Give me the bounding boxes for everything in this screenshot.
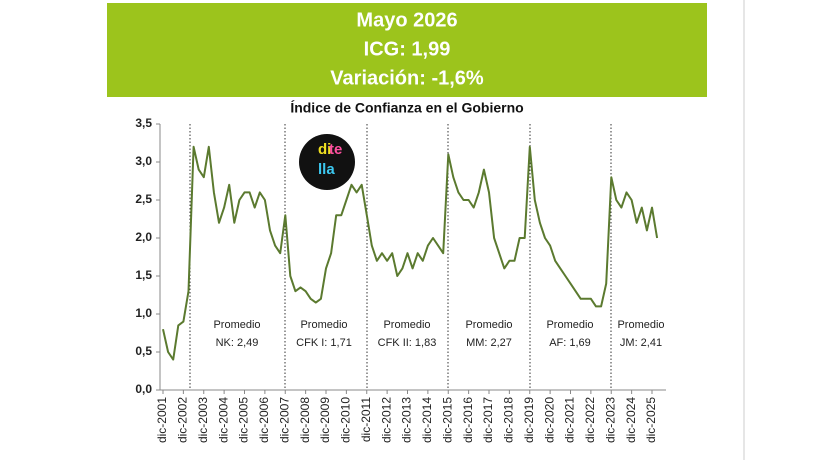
x-tick-label: dic-2004 (216, 397, 230, 443)
x-tick-label: dic-2017 (481, 397, 495, 443)
x-tick-label: dic-2010 (339, 397, 353, 443)
annotation-text: MM: 2,27 (466, 337, 512, 349)
header-line: ICG: 1,99 (364, 38, 451, 60)
annotation-title: Promedio (213, 319, 260, 331)
annotation-text: AF: 1,69 (549, 337, 591, 349)
x-tick-label: dic-2002 (176, 397, 190, 443)
x-tick-label: dic-2024 (624, 397, 638, 443)
annotation-title: Promedio (465, 319, 512, 331)
annotation-text: NK: 2,49 (216, 337, 259, 349)
x-tick-label: dic-2021 (563, 397, 577, 443)
y-tick-label: 1,5 (135, 268, 152, 282)
x-tick-label: dic-2020 (542, 397, 556, 443)
logo-text: lla (318, 161, 335, 178)
y-tick-label: 0,5 (135, 344, 152, 358)
header-box (107, 3, 707, 97)
x-tick-label: dic-2011 (359, 397, 373, 442)
x-tick-label: dic-2025 (644, 397, 658, 443)
x-tick-label: dic-2006 (257, 397, 271, 443)
x-tick-label: dic-2008 (298, 397, 312, 443)
logo (299, 134, 355, 190)
x-tick-label: dic-2001 (155, 397, 169, 443)
annotation-title: Promedio (300, 319, 347, 331)
x-tick-label: dic-2018 (502, 397, 516, 443)
x-tick-label: dic-2015 (440, 397, 454, 443)
y-tick-label: 2,0 (135, 230, 152, 244)
header-line: Mayo 2026 (356, 9, 457, 31)
logo-text: te (329, 141, 342, 158)
y-tick-label: 2,5 (135, 192, 152, 206)
x-tick-label: dic-2013 (400, 397, 414, 443)
x-tick-label: dic-2022 (583, 397, 597, 443)
y-tick-label: 1,0 (135, 306, 152, 320)
header-line: Variación: -1,6% (330, 67, 484, 89)
x-tick-label: dic-2023 (603, 397, 617, 443)
logo-text: di (318, 141, 331, 158)
x-tick-label: dic-2007 (277, 397, 291, 443)
x-tick-label: dic-2019 (522, 397, 536, 443)
annotation-text: JM: 2,41 (620, 337, 662, 349)
annotation-text: CFK I: 1,71 (296, 337, 352, 349)
period-dividers (189, 124, 612, 390)
annotation-title: Promedio (383, 319, 430, 331)
annotation-title: Promedio (617, 319, 664, 331)
annotation-text: CFK II: 1,83 (378, 337, 437, 349)
chart-title: Índice de Confianza en el Gobierno (290, 100, 523, 116)
x-tick-label: dic-2009 (318, 397, 332, 443)
y-tick-label: 3,0 (135, 154, 152, 168)
x-tick-label: dic-2016 (461, 397, 475, 443)
y-tick-label: 3,5 (135, 116, 152, 130)
x-tick-label: dic-2014 (420, 397, 434, 443)
x-tick-label: dic-2005 (237, 397, 251, 443)
x-tick-label: dic-2003 (196, 397, 210, 443)
x-tick-label: dic-2012 (379, 397, 393, 443)
series-line (162, 145, 659, 361)
annotation-title: Promedio (546, 319, 593, 331)
y-tick-label: 0,0 (135, 382, 152, 396)
